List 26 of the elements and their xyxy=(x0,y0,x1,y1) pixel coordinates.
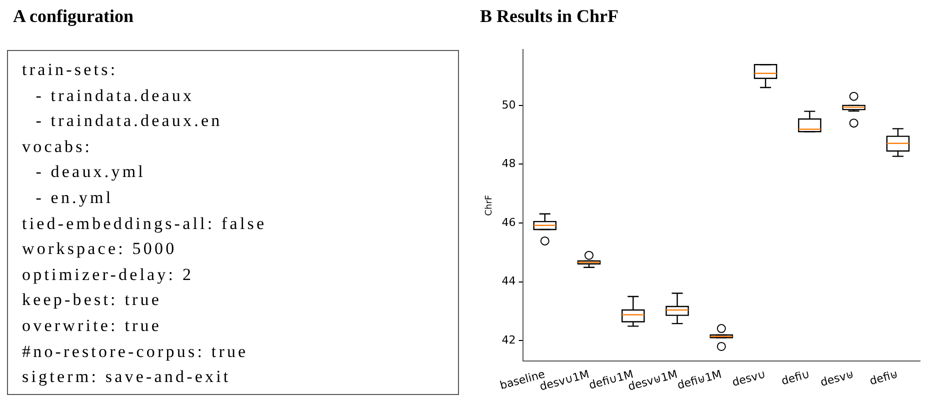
chart-title: B Results in ChrF xyxy=(480,6,619,27)
text: train-sets: xyxy=(22,59,119,81)
text: keep-best: true xyxy=(22,289,163,312)
text: workspace: 5000 xyxy=(22,238,178,260)
text: #no-restore-corpus: true xyxy=(22,340,250,363)
text: - traindata.deaux xyxy=(34,84,196,107)
text: sigterm: save-and-exit xyxy=(22,366,232,388)
y-tick-label: 46 xyxy=(502,216,516,229)
x-tick-label: defi⊎1M xyxy=(676,368,723,392)
text: - en.yml xyxy=(34,186,114,209)
y-tick-label: 48 xyxy=(502,157,516,170)
x-tick-label: desv⊎ xyxy=(819,368,856,390)
text: optimizer-delay: 2 xyxy=(22,264,195,286)
y-axis-title: ChrF xyxy=(484,194,495,216)
x-tick-label: desv∪ xyxy=(730,368,768,390)
x-tick-label: defi⊎ xyxy=(868,368,900,388)
y-tick-label: 44 xyxy=(502,274,516,288)
text: vocabs: xyxy=(22,136,94,158)
y-tick-label: 50 xyxy=(502,98,516,112)
x-tick-label: defi∪ xyxy=(780,368,812,388)
text: overwrite: true xyxy=(22,314,163,337)
text: - traindata.deaux.en xyxy=(34,110,224,132)
text: - deaux.yml xyxy=(34,161,146,184)
text: A configuration xyxy=(13,6,134,27)
y-tick-label: 42 xyxy=(502,333,516,346)
text: tied-embeddings-all: false xyxy=(22,212,268,235)
